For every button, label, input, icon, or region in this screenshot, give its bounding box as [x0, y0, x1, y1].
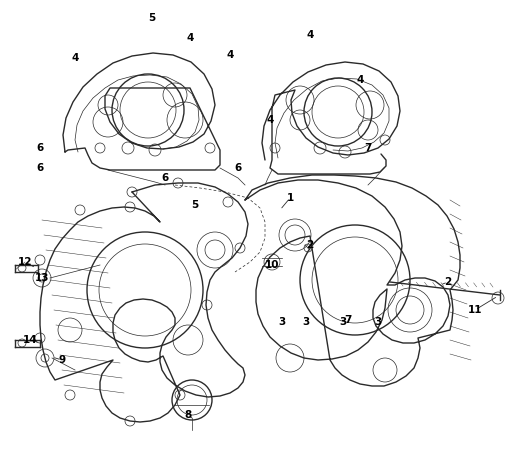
- Text: 14: 14: [23, 335, 37, 345]
- Text: 3: 3: [278, 317, 286, 327]
- Text: 2: 2: [306, 240, 314, 250]
- Text: 4: 4: [267, 115, 273, 125]
- Text: 7: 7: [344, 315, 352, 325]
- Text: 12: 12: [18, 257, 32, 267]
- Text: 6: 6: [161, 173, 169, 183]
- Text: 13: 13: [35, 273, 49, 283]
- Text: 1: 1: [286, 193, 294, 203]
- Text: 5: 5: [191, 200, 199, 210]
- Text: 11: 11: [468, 305, 482, 315]
- Text: 4: 4: [306, 30, 314, 40]
- Text: 10: 10: [265, 260, 279, 270]
- Text: 6: 6: [37, 163, 44, 173]
- Text: 8: 8: [184, 410, 192, 420]
- Text: 6: 6: [37, 143, 44, 153]
- Text: 3: 3: [339, 317, 347, 327]
- Text: 6: 6: [234, 163, 242, 173]
- Text: 5: 5: [148, 13, 156, 23]
- Text: 4: 4: [356, 75, 364, 85]
- Text: 7: 7: [364, 143, 372, 153]
- Text: 9: 9: [58, 355, 65, 365]
- Text: 4: 4: [226, 50, 234, 60]
- Text: 3: 3: [302, 317, 310, 327]
- Text: 4: 4: [186, 33, 194, 43]
- Text: 2: 2: [444, 277, 452, 287]
- Text: 4: 4: [71, 53, 79, 63]
- Text: 3: 3: [374, 317, 382, 327]
